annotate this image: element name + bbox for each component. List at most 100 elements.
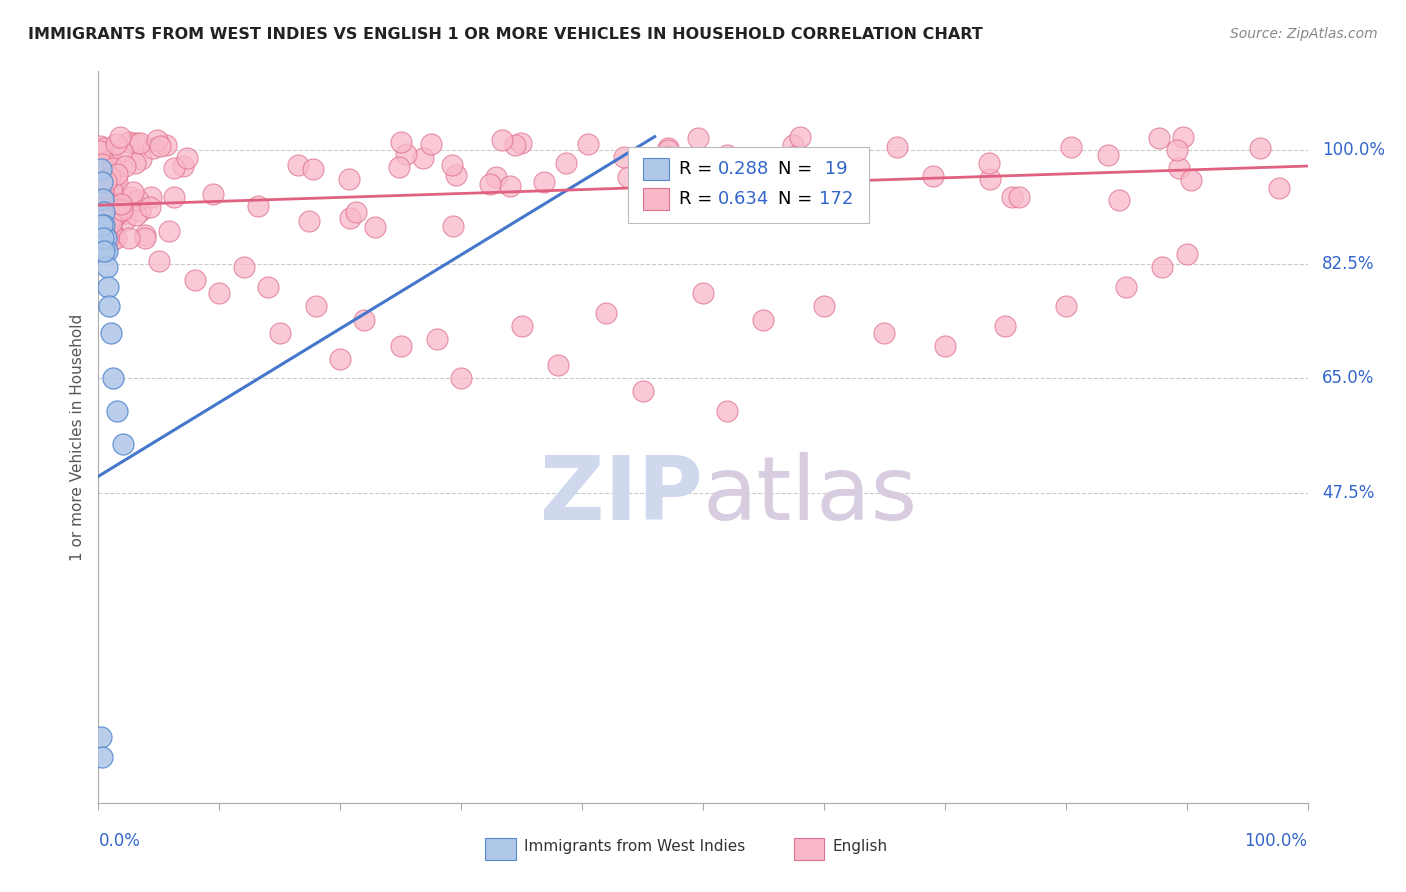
Point xyxy=(89,139,111,153)
Text: R =: R = xyxy=(679,190,718,209)
Point xyxy=(89,144,111,158)
Point xyxy=(93,170,115,185)
Point xyxy=(101,161,124,175)
Point xyxy=(111,144,134,158)
Point xyxy=(638,202,661,217)
Point xyxy=(100,170,122,185)
Point xyxy=(1175,247,1198,261)
Point xyxy=(634,177,657,191)
Point xyxy=(91,192,114,206)
Point xyxy=(533,175,555,189)
Point xyxy=(93,204,115,219)
Point xyxy=(287,157,309,171)
Point xyxy=(108,202,131,217)
Point xyxy=(783,149,806,163)
Point xyxy=(440,157,463,171)
Point xyxy=(90,233,112,247)
Text: 172: 172 xyxy=(820,190,853,209)
Point xyxy=(90,731,112,745)
Point xyxy=(96,194,118,209)
Point xyxy=(111,436,134,450)
Point xyxy=(125,208,148,222)
Point xyxy=(89,211,111,226)
Point xyxy=(329,351,352,366)
Point xyxy=(129,152,152,166)
Point xyxy=(1147,131,1170,145)
Point xyxy=(977,156,1000,170)
Point xyxy=(91,175,114,189)
Point xyxy=(246,199,269,213)
Text: 0.0%: 0.0% xyxy=(98,832,141,850)
Point xyxy=(172,159,194,173)
Point xyxy=(124,156,146,170)
Bar xyxy=(485,838,516,860)
Text: English: English xyxy=(832,839,887,855)
Point xyxy=(641,186,664,201)
Point xyxy=(129,204,152,219)
Point xyxy=(134,227,156,242)
Point xyxy=(111,192,134,206)
Text: 47.5%: 47.5% xyxy=(1322,483,1375,501)
Point xyxy=(91,182,114,196)
Point xyxy=(114,159,136,173)
Point xyxy=(716,148,738,162)
Point xyxy=(692,286,714,301)
Point xyxy=(510,319,533,334)
Point xyxy=(93,218,115,232)
Point xyxy=(256,280,278,294)
Point xyxy=(793,185,815,199)
Point xyxy=(148,253,170,268)
Point xyxy=(576,137,599,152)
Point xyxy=(633,187,655,202)
Point xyxy=(1249,141,1271,155)
Point xyxy=(450,371,472,385)
Point xyxy=(441,219,464,234)
Point xyxy=(934,339,956,353)
Point xyxy=(91,750,114,764)
Point xyxy=(93,228,115,243)
Point xyxy=(444,168,467,182)
Point xyxy=(337,172,360,186)
Point xyxy=(104,171,127,186)
Point xyxy=(157,224,180,238)
Point xyxy=(1097,147,1119,161)
Point xyxy=(91,218,114,232)
Point xyxy=(689,199,711,213)
Point xyxy=(97,153,120,168)
Point xyxy=(499,178,522,193)
Point xyxy=(1168,161,1191,175)
Point xyxy=(111,207,134,221)
Text: atlas: atlas xyxy=(703,452,918,539)
Point xyxy=(97,174,120,188)
Point xyxy=(1173,129,1195,144)
Point xyxy=(98,196,121,211)
Point xyxy=(93,244,115,258)
Point xyxy=(110,197,132,211)
Point xyxy=(1108,193,1130,207)
Point xyxy=(733,198,755,212)
Text: 82.5%: 82.5% xyxy=(1322,255,1375,273)
Point xyxy=(122,185,145,199)
Point xyxy=(118,230,141,244)
Point xyxy=(91,227,114,242)
Point xyxy=(269,326,291,340)
Point xyxy=(232,260,254,275)
Point xyxy=(479,177,502,191)
Point xyxy=(100,326,122,340)
Y-axis label: 1 or more Vehicles in Household: 1 or more Vehicles in Household xyxy=(69,313,84,561)
Point xyxy=(631,384,654,399)
Point xyxy=(657,144,679,158)
Point xyxy=(555,155,578,169)
Point xyxy=(752,312,775,326)
Point xyxy=(97,232,120,246)
Point xyxy=(96,260,118,275)
Point xyxy=(105,207,128,221)
Point xyxy=(90,157,112,171)
Point xyxy=(395,146,418,161)
Point xyxy=(138,200,160,214)
Point xyxy=(91,231,114,245)
Point xyxy=(91,175,114,189)
Point xyxy=(657,141,679,155)
Point xyxy=(485,169,508,184)
Point xyxy=(163,161,186,175)
